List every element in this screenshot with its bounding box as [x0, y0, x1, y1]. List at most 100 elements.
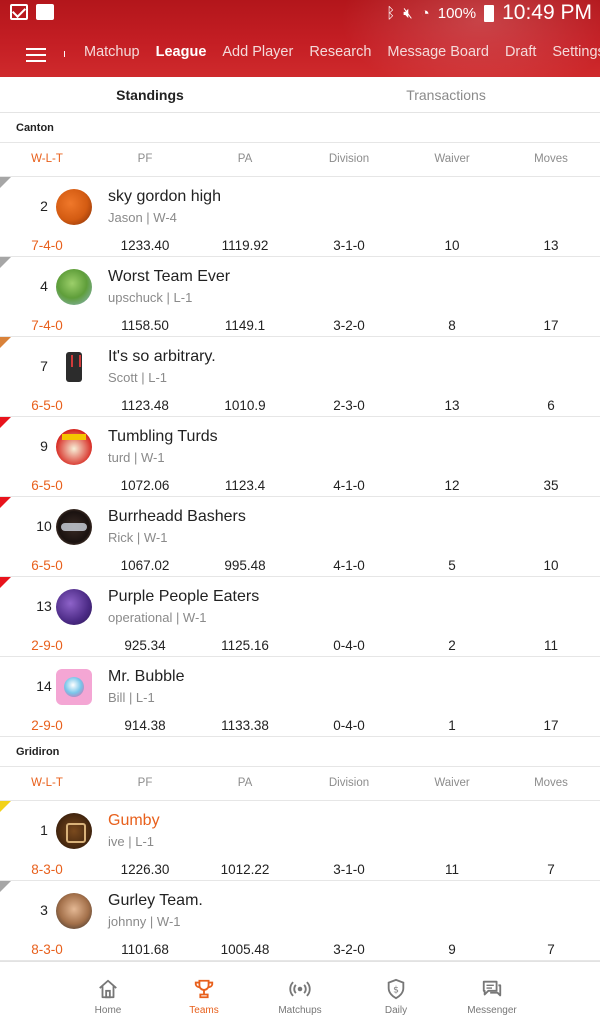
gurley-avatar-icon[interactable] [56, 893, 92, 929]
bottom-nav-label: Teams [189, 1005, 219, 1016]
team-row[interactable]: 14 Mr. Bubble Bill | L-1 2-9-0 914.38 1133.38… [0, 657, 600, 737]
nav-item-matchup[interactable]: Matchup [84, 44, 140, 60]
team-owner-streak: Jason | W-4 [108, 210, 177, 225]
stat-pa: 995.48 [224, 558, 266, 573]
team-name[interactable]: Burrheadd Bashers [108, 508, 246, 525]
nav-item-add-player[interactable]: Add Player [222, 44, 294, 60]
nav-item-research[interactable]: Research [309, 44, 372, 60]
bottom-nav-daily[interactable]: $ Daily [356, 978, 436, 1016]
nav-item-message-board[interactable]: Message Board [387, 44, 489, 60]
team-name[interactable]: sky gordon high [108, 188, 221, 205]
team-owner-streak: operational | W-1 [108, 610, 207, 625]
team-owner-streak: ive | L-1 [108, 834, 155, 849]
svg-text:$: $ [393, 985, 399, 996]
team-name[interactable]: Gumby [108, 812, 160, 829]
column-header-pa[interactable]: PA [237, 153, 253, 165]
rank-change-marker [0, 801, 11, 812]
nav-item-league[interactable]: League [155, 44, 207, 60]
team-row[interactable]: 2 sky gordon high Jason | W-4 7-4-0 1233.40 1… [0, 177, 600, 257]
nav-item-draft[interactable]: Draft [504, 44, 537, 60]
home-icon [97, 978, 119, 1000]
chat-icon [481, 978, 503, 1000]
status-right: ᛒ 🔇︎ ◔ 100% 10:49 PM [386, 1, 592, 25]
bubble-avatar-icon[interactable] [56, 669, 92, 705]
mask-avatar-icon[interactable] [56, 509, 92, 545]
stat-moves: 35 [543, 478, 559, 493]
standings-list[interactable]: Canton W-L-T PF PA Division Waiver Moves 2 sky g… [0, 113, 600, 961]
column-header-pf[interactable]: PF [137, 777, 153, 789]
stat-pa: 1012.22 [220, 862, 270, 877]
column-header-division[interactable]: Division [328, 777, 370, 789]
standings-tabs: Standings Transactions [0, 77, 600, 113]
stat-division: 2-3-0 [333, 398, 365, 413]
team-row[interactable]: 10 Burrheadd Bashers Rick | W-1 6-5-0 1067.0… [0, 497, 600, 577]
column-header-wlt[interactable]: W-L-T [31, 153, 63, 165]
clock: 10:49 PM [502, 1, 592, 24]
column-header-wlt[interactable]: W-L-T [31, 777, 63, 789]
stat-waiver: 2 [448, 638, 456, 653]
stat-pa: 1125.16 [221, 638, 269, 653]
column-header-division[interactable]: Division [328, 153, 370, 165]
stat-pf: 1123.48 [121, 398, 169, 413]
bottom-nav-home[interactable]: Home [68, 978, 148, 1016]
team-row[interactable]: 7 It's so arbitrary. Scott | L-1 6-5-0 1123.… [0, 337, 600, 417]
bottom-nav-matchups[interactable]: Matchups [260, 978, 340, 1016]
column-header-waiver[interactable]: Waiver [434, 153, 470, 165]
team-stats: 6-5-0 1123.48 1010.9 2-3-0 13 6 [0, 398, 600, 414]
column-header-moves[interactable]: Moves [534, 777, 568, 789]
bottom-nav-messenger[interactable]: Messenger [452, 978, 532, 1016]
team-rank: 1 [40, 822, 48, 838]
orange-helmet-icon[interactable] [56, 189, 92, 225]
team-row[interactable]: 13 Purple People Eaters operational | W-1 2… [0, 577, 600, 657]
team-owner-streak: upschuck | L-1 [108, 290, 193, 305]
column-header-pf[interactable]: PF [137, 153, 153, 165]
bottom-nav-label: Messenger [467, 1005, 517, 1016]
team-row[interactable]: 9 Tumbling Turds turd | W-1 6-5-0 1072.06 112… [0, 417, 600, 497]
gumby-logo-icon[interactable] [56, 813, 92, 849]
bottom-nav-teams[interactable]: Teams [164, 978, 244, 1016]
stat-moves: 7 [547, 942, 555, 957]
nav-item-settings[interactable]: Settings [552, 44, 600, 60]
team-name[interactable]: Gurley Team. [108, 892, 203, 909]
menu-icon[interactable] [26, 48, 46, 62]
stat-pf: 1101.68 [121, 942, 169, 957]
team-name[interactable]: Purple People Eaters [108, 588, 260, 605]
turds-logo-icon[interactable] [56, 429, 92, 465]
purple-helmet-icon[interactable] [56, 589, 92, 625]
stat-waiver: 5 [448, 558, 456, 573]
team-name[interactable]: Mr. Bubble [108, 668, 185, 685]
stat-pa: 1010.9 [224, 398, 266, 413]
team-stats: 8-3-0 1101.68 1005.48 3-2-0 9 7 [0, 942, 600, 958]
team-row[interactable]: 1 Gumby ive | L-1 8-3-0 1226.30 1012.22 3-1-0 1… [0, 801, 600, 881]
team-name[interactable]: Tumbling Turds [108, 428, 218, 445]
team-owner-streak: Scott | L-1 [108, 370, 168, 385]
team-rank: 2 [40, 198, 48, 214]
stat-moves: 7 [547, 862, 555, 877]
header-glow [340, 0, 600, 77]
team-row[interactable]: 4 Worst Team Ever upschuck | L-1 7-4-0 1158.… [0, 257, 600, 337]
tab-transactions[interactable]: Transactions [406, 87, 486, 103]
bottom-nav-label: Matchups [278, 1005, 322, 1016]
stat-wlt: 2-9-0 [31, 638, 63, 653]
division-title: Gridiron [0, 737, 600, 767]
frog-avatar-icon[interactable] [56, 269, 92, 305]
column-header-moves[interactable]: Moves [534, 153, 568, 165]
vest-avatar-icon[interactable] [56, 349, 92, 385]
column-headers: W-L-T PF PA Division Waiver Moves [0, 767, 600, 801]
team-name[interactable]: It's so arbitrary. [108, 348, 216, 365]
stat-pf: 1067.02 [120, 558, 170, 573]
team-name[interactable]: Worst Team Ever [108, 268, 231, 285]
team-row[interactable]: 3 Gurley Team. johnny | W-1 8-3-0 1101.68 100… [0, 881, 600, 961]
stat-wlt: 7-4-0 [31, 318, 63, 333]
team-owner-streak: turd | W-1 [108, 450, 165, 465]
team-stats: 8-3-0 1226.30 1012.22 3-1-0 11 7 [0, 862, 600, 878]
rank-change-marker [0, 257, 11, 268]
team-rank: 9 [40, 438, 48, 454]
tab-standings[interactable]: Standings [116, 87, 184, 103]
column-headers: W-L-T PF PA Division Waiver Moves [0, 143, 600, 177]
rank-change-marker [0, 417, 11, 428]
stat-moves: 17 [543, 318, 559, 333]
column-header-pa[interactable]: PA [237, 777, 253, 789]
stat-division: 3-2-0 [333, 318, 365, 333]
column-header-waiver[interactable]: Waiver [434, 777, 470, 789]
